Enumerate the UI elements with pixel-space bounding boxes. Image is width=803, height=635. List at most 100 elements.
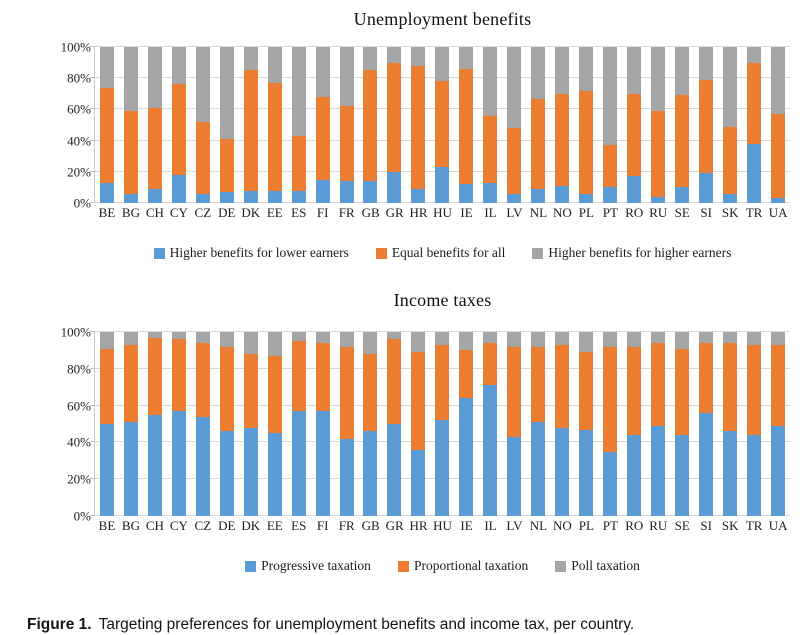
- bar-segment: [507, 47, 522, 129]
- bar-segment: [555, 185, 570, 203]
- bars-group: [95, 47, 790, 203]
- bar-segment: [339, 106, 354, 182]
- bar-segment: [650, 425, 665, 516]
- bar-segment: [674, 332, 689, 349]
- axis-tickmark: [90, 367, 95, 369]
- x-tick-label: DE: [218, 205, 236, 220]
- bar-ch: [147, 47, 162, 203]
- bar-nl: [531, 332, 546, 516]
- bar-segment: [459, 332, 474, 351]
- bar-cz: [195, 47, 210, 203]
- bar-segment: [291, 411, 306, 516]
- bar-segment: [435, 81, 450, 168]
- x-tick-label: PL: [578, 205, 594, 220]
- bar-bg: [123, 332, 138, 516]
- bar-tr: [746, 332, 761, 516]
- bar-segment: [555, 344, 570, 428]
- bar-pl: [579, 47, 594, 203]
- bar-segment: [698, 173, 713, 203]
- bar-segment: [602, 451, 617, 516]
- bar-segment: [291, 190, 306, 203]
- bar-segment: [698, 79, 713, 174]
- bar-be: [99, 47, 114, 203]
- x-tick-label: SE: [674, 205, 690, 220]
- axis-tickmark: [90, 478, 95, 480]
- bar-ie: [459, 47, 474, 203]
- bar-segment: [219, 431, 234, 516]
- y-axis: 0% 20% 40% 60% 80% 100%: [36, 326, 91, 523]
- bar-gr: [387, 47, 402, 203]
- x-tick-label: ES: [291, 518, 307, 533]
- x-tick-label: SI: [700, 205, 712, 220]
- x-tick-label: RU: [649, 518, 668, 533]
- legend-swatch: [532, 247, 544, 259]
- bar-segment: [555, 427, 570, 516]
- legend-swatch: [375, 247, 387, 259]
- bar-segment: [267, 190, 282, 203]
- bar-segment: [674, 187, 689, 203]
- bar-segment: [722, 193, 737, 203]
- y-axis-line: [94, 332, 95, 516]
- bar-segment: [315, 179, 330, 203]
- axis-tickmark: [90, 441, 95, 443]
- legend-label: Proportional taxation: [413, 558, 529, 573]
- bar-segment: [435, 344, 450, 421]
- bar-segment: [291, 341, 306, 412]
- bar-segment: [531, 98, 546, 189]
- bar-segment: [483, 385, 498, 516]
- legend-label: Higher benefits for higher earners: [548, 245, 732, 260]
- bar-segment: [531, 332, 546, 347]
- bar-segment: [722, 126, 737, 194]
- bar-segment: [674, 47, 689, 96]
- bar-segment: [363, 181, 378, 203]
- x-tick-label: SK: [721, 518, 739, 533]
- bar-segment: [674, 95, 689, 188]
- plot-area: [90, 331, 790, 516]
- y-tick-label: 20%: [67, 471, 91, 487]
- bar-segment: [459, 184, 474, 203]
- x-tick-label: IL: [484, 205, 497, 220]
- bar-segment: [243, 47, 258, 71]
- x-tick-label: TR: [745, 518, 763, 533]
- y-tick-label: 40%: [67, 133, 91, 149]
- bar-segment: [363, 332, 378, 355]
- bar-sk: [722, 332, 737, 516]
- bar-ee: [267, 332, 282, 516]
- bar-segment: [602, 187, 617, 203]
- bar-ua: [770, 332, 785, 516]
- bar-segment: [171, 411, 186, 516]
- bar-segment: [243, 190, 258, 203]
- bar-segment: [99, 348, 114, 424]
- x-tick-label: BE: [98, 518, 116, 533]
- x-tick-label: UA: [768, 205, 788, 220]
- bar-segment: [267, 433, 282, 516]
- bar-segment: [626, 435, 641, 516]
- bar-se: [674, 47, 689, 203]
- bar-segment: [123, 110, 138, 194]
- bar-segment: [219, 332, 234, 347]
- bar-dk: [243, 47, 258, 203]
- axis-tickmark: [90, 331, 95, 332]
- x-tick-label: GB: [361, 518, 380, 533]
- bar-segment: [267, 47, 282, 83]
- bar-segment: [315, 332, 330, 344]
- bar-segment: [171, 84, 186, 175]
- legend-swatch: [555, 560, 567, 572]
- x-tick-label: HU: [433, 205, 452, 220]
- legend-label: Progressive taxation: [261, 558, 371, 573]
- bar-es: [291, 47, 306, 203]
- bar-segment: [770, 47, 785, 115]
- bar-segment: [195, 416, 210, 516]
- x-tick-label: RO: [625, 205, 644, 220]
- bar-segment: [339, 47, 354, 107]
- y-tick-label: 80%: [67, 361, 91, 377]
- bar-hr: [411, 47, 426, 203]
- bar-segment: [531, 346, 546, 423]
- bar-lv: [507, 47, 522, 203]
- bar-cz: [195, 332, 210, 516]
- x-tick-label: CZ: [194, 518, 212, 533]
- y-tick-label: 40%: [67, 434, 91, 450]
- bar-fr: [339, 332, 354, 516]
- bar-segment: [626, 332, 641, 347]
